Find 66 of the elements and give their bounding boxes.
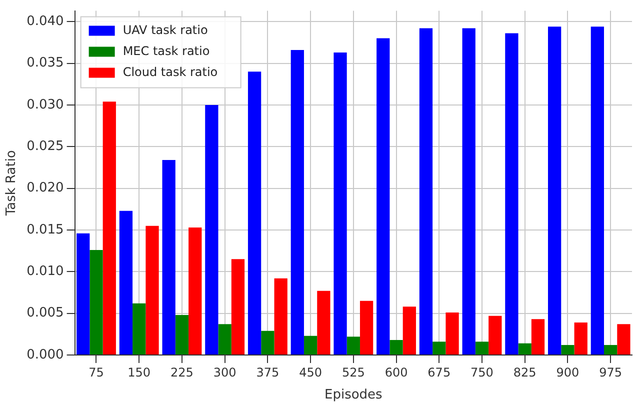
x-tick-label: 600 <box>384 365 408 380</box>
x-tick-label: 675 <box>428 365 451 380</box>
y-tick-label: 0.010 <box>26 264 64 280</box>
y-tick-label: 0.020 <box>26 180 64 196</box>
x-tick-label: 750 <box>470 365 494 380</box>
x-tick-label: 150 <box>128 365 151 380</box>
x-tick-label: 825 <box>513 365 536 380</box>
y-tick-label: 0.015 <box>26 222 64 238</box>
y-tick-label: 0.040 <box>26 14 64 30</box>
x-tick-label: 975 <box>599 365 622 380</box>
x-tick-label: 225 <box>170 365 194 380</box>
y-tick-label: 0.025 <box>26 139 64 154</box>
x-tick-label: 300 <box>213 365 236 380</box>
bar <box>317 290 330 354</box>
bar <box>274 278 288 354</box>
bar <box>334 52 347 354</box>
bar <box>205 104 218 354</box>
x-tick-label: 525 <box>342 365 365 380</box>
bar <box>488 316 502 354</box>
bar <box>432 342 446 354</box>
bar <box>304 336 318 354</box>
bar <box>505 33 518 354</box>
legend-label: Cloud task ratio <box>122 64 218 79</box>
bar <box>531 319 545 354</box>
bar <box>175 314 189 354</box>
bar <box>119 210 133 354</box>
bar <box>162 160 176 354</box>
bar <box>218 324 232 354</box>
y-tick-label: 0.000 <box>26 347 64 362</box>
x-axis-title: Episodes <box>324 388 383 403</box>
y-axis-title: Task Ratio <box>4 150 20 217</box>
x-tick-label: 75 <box>88 365 104 380</box>
bar <box>446 312 459 354</box>
bar <box>188 227 202 354</box>
bar <box>76 233 90 354</box>
bar <box>617 324 630 354</box>
bar <box>376 38 390 354</box>
bar <box>360 300 374 354</box>
bar <box>146 226 159 354</box>
legend-label: UAV task ratio <box>122 22 208 37</box>
bar <box>561 345 574 354</box>
legend-label: MEC task ratio <box>122 44 210 58</box>
bar <box>518 343 532 354</box>
bar <box>590 26 604 354</box>
bar <box>402 306 416 354</box>
bar <box>290 50 304 354</box>
bar <box>261 330 274 354</box>
bar <box>248 72 262 354</box>
bar <box>231 259 245 354</box>
x-tick-label: 900 <box>556 365 580 380</box>
y-tick-label: 0.005 <box>26 306 64 321</box>
bar <box>346 336 360 354</box>
bar <box>90 250 103 354</box>
bar <box>574 322 588 354</box>
bar <box>132 303 146 354</box>
y-tick-label: 0.035 <box>26 56 64 71</box>
bar <box>548 26 562 354</box>
y-tick-label: 0.030 <box>26 97 64 112</box>
x-tick-label: 450 <box>299 365 322 380</box>
bar <box>462 28 476 354</box>
bar <box>390 340 403 354</box>
bar <box>475 342 489 354</box>
x-tick-label: 375 <box>256 365 280 380</box>
bar <box>419 28 433 354</box>
bar <box>102 102 116 354</box>
bar <box>604 345 618 354</box>
